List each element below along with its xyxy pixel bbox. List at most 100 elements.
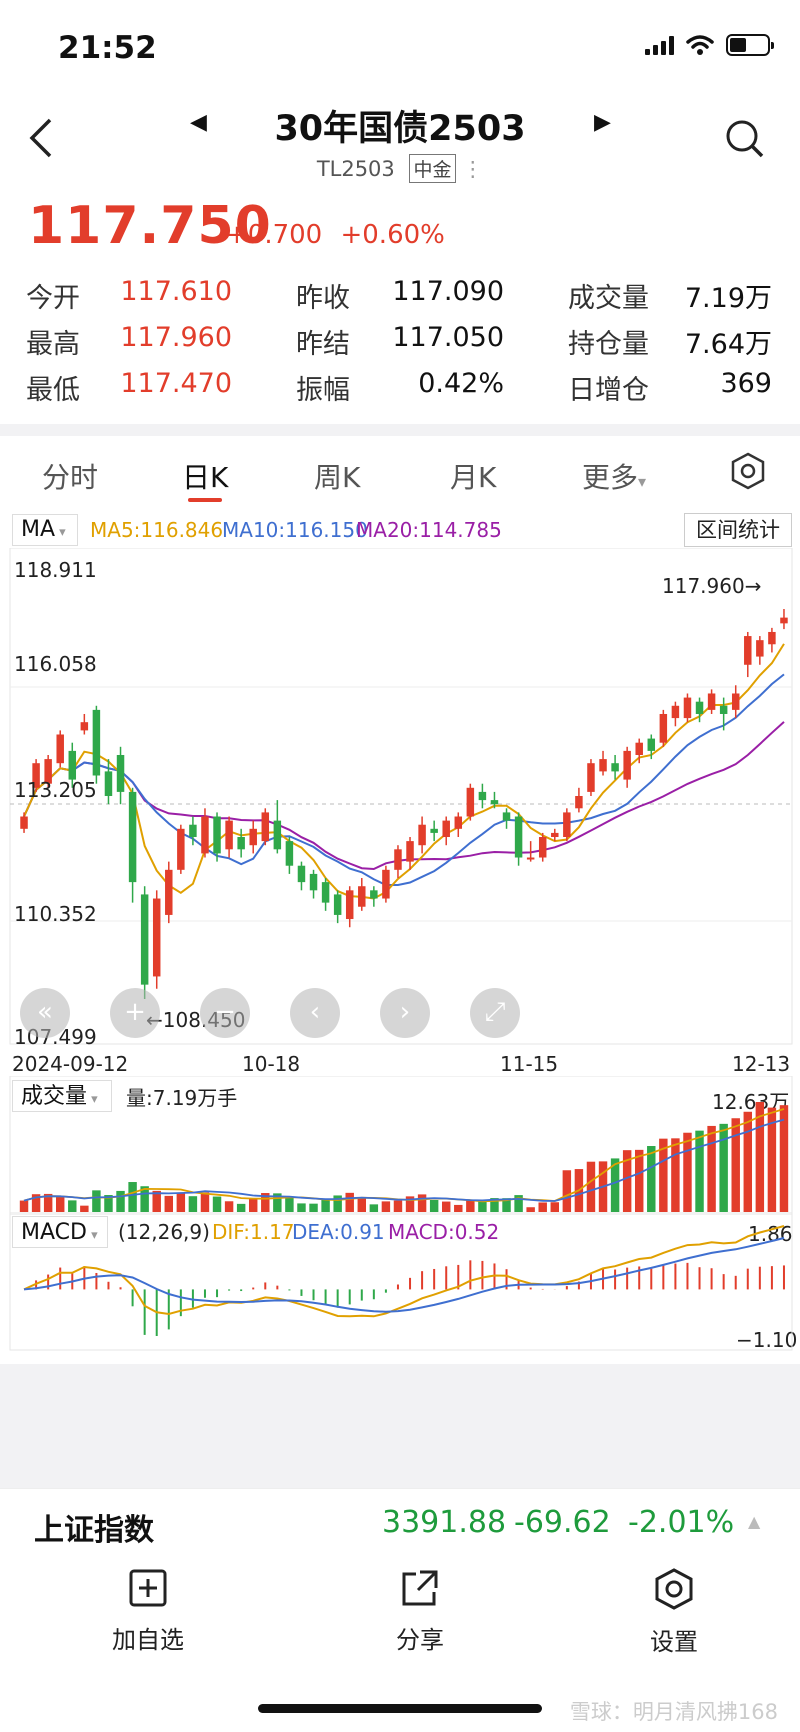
zoom-out-button[interactable]: − (200, 988, 250, 1038)
quote-value: 369 (720, 368, 772, 399)
candle-body (647, 738, 656, 751)
quote-label: 最高 (26, 329, 80, 360)
dea-line (23, 1237, 785, 1313)
volume-bar (140, 1186, 149, 1212)
macd-dea: DEA:0.91 (292, 1220, 385, 1244)
quote-label: 今开 (26, 283, 80, 314)
hexagon-settings-icon (731, 452, 765, 490)
volume-bar (526, 1207, 535, 1212)
volume-bar (381, 1201, 391, 1212)
candle-body (683, 697, 692, 719)
volume-bar (309, 1203, 318, 1212)
macd-chart[interactable] (0, 1212, 800, 1352)
plus-square-icon (129, 1569, 167, 1607)
chart-frame (9, 548, 793, 1045)
blank-area (0, 1364, 800, 1488)
macd-dif: DIF:1.17 (212, 1220, 295, 1244)
zoom-in-button[interactable]: + (110, 988, 160, 1038)
candle-body (514, 816, 523, 858)
volume-bar (212, 1196, 222, 1212)
settings-button[interactable]: 设置 (604, 1568, 744, 1657)
volume-selector[interactable]: 成交量 ▾ (12, 1080, 112, 1112)
search-button[interactable] (724, 118, 764, 158)
volume-bar (767, 1107, 777, 1212)
exchange-badge: 中金 (409, 154, 456, 183)
share-button[interactable]: 分享 (350, 1568, 490, 1655)
y-label-2: 116.058 (14, 652, 97, 676)
candle-body (635, 742, 643, 755)
macd-selector[interactable]: MACD ▾ (12, 1216, 108, 1248)
candle-body (80, 722, 89, 731)
candle-body (225, 820, 233, 850)
volume-bar (19, 1200, 29, 1212)
more-dots-icon[interactable]: ⋮ (462, 157, 484, 181)
fast-rewind-button[interactable]: « (20, 988, 70, 1038)
volume-summary: 量:7.19万手 (126, 1086, 238, 1110)
volume-selector-label: 成交量 (21, 1084, 88, 1109)
status-time: 21:52 (58, 30, 157, 66)
candle-body (551, 832, 559, 838)
volume-bar (731, 1118, 740, 1212)
candle-body (466, 787, 475, 817)
tab-monthly-k[interactable]: 月K (450, 461, 497, 494)
volume-bar (695, 1130, 704, 1212)
indicator-selector[interactable]: MA ▾ (12, 514, 78, 546)
candle-body (599, 759, 607, 772)
chevron-left-icon (29, 118, 52, 158)
volume-bar (31, 1194, 41, 1212)
candle-body (671, 705, 680, 719)
pan-left-button[interactable]: ‹ (290, 988, 340, 1038)
volume-bar (490, 1198, 499, 1212)
volume-bar (285, 1197, 294, 1212)
volume-bar (671, 1138, 680, 1212)
index-name[interactable]: 上证指数 (34, 1513, 154, 1548)
candle-body (128, 791, 137, 883)
tab-weekly-k[interactable]: 周K (314, 461, 361, 494)
volume-bar (405, 1196, 415, 1212)
candle-body (526, 857, 535, 860)
back-button[interactable] (26, 116, 56, 168)
price-change: +0.700 +0.60% (226, 220, 445, 250)
volume-bar (273, 1193, 282, 1212)
candlestick-chart[interactable] (0, 548, 800, 1048)
range-stats-button[interactable]: 区间统计 (684, 513, 792, 547)
battery-icon (726, 34, 774, 56)
candle-body (370, 890, 378, 899)
fullscreen-button[interactable]: ⤢ (470, 988, 520, 1038)
status-icons (645, 34, 774, 56)
volume-bar (550, 1202, 560, 1212)
candle-body (345, 890, 354, 920)
prev-contract-button[interactable]: ◀ (190, 110, 207, 135)
tab-intraday[interactable]: 分时 (42, 461, 99, 494)
volume-bar (357, 1197, 367, 1212)
candle-body (382, 869, 390, 899)
chart-settings-button[interactable] (730, 452, 766, 494)
next-contract-button[interactable]: ▶ (594, 110, 611, 135)
pan-right-button[interactable]: › (380, 988, 430, 1038)
expand-up-icon[interactable]: ▲ (748, 1512, 761, 1531)
candle-body (116, 754, 125, 792)
volume-bar (719, 1123, 728, 1212)
candle-body (201, 816, 209, 854)
add-watchlist-button[interactable]: 加自选 (78, 1568, 218, 1655)
volume-max-label: 12.63万 (712, 1090, 790, 1114)
watermark: 雪球：明月清风拂168 (569, 1700, 778, 1724)
caret-down-icon: ▾ (55, 525, 66, 540)
macd-params: (12,26,9) (118, 1220, 210, 1244)
candle-body (418, 824, 426, 846)
tab-more[interactable]: 更多▾ (582, 456, 646, 496)
contract-code: TL2503 (316, 157, 395, 181)
volume-bar (104, 1195, 113, 1212)
change-percent: +0.60% (340, 220, 445, 250)
volume-bar (369, 1204, 379, 1212)
volume-bar (454, 1204, 463, 1212)
volume-chart[interactable] (0, 1076, 800, 1216)
volume-bar (297, 1203, 306, 1212)
tab-daily-k[interactable]: 日K (182, 461, 229, 494)
candle-body (104, 771, 113, 797)
candle-body (442, 820, 450, 838)
volume-bar (622, 1150, 632, 1212)
volume-bar (200, 1192, 210, 1212)
settings-label: 设置 (650, 1628, 698, 1656)
candle-body (309, 873, 318, 891)
